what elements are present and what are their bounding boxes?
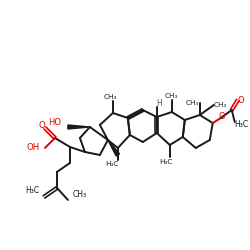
Text: H₃C: H₃C [105,161,118,167]
Text: CH₃: CH₃ [214,102,228,108]
Text: HO: HO [48,118,61,126]
Text: O: O [218,112,225,120]
Text: CH₃: CH₃ [186,100,200,106]
Text: CH₃: CH₃ [73,190,87,200]
Text: CH₃: CH₃ [103,94,117,100]
Polygon shape [68,125,90,129]
Text: O: O [38,122,45,130]
Text: CH₃: CH₃ [165,93,178,99]
Text: OH: OH [27,144,40,152]
Polygon shape [108,140,120,156]
Text: H₃C: H₃C [25,186,39,196]
Text: H₃C: H₃C [235,120,249,128]
Text: H₃C: H₃C [159,159,172,165]
Text: H: H [156,98,162,108]
Text: O: O [238,96,244,104]
